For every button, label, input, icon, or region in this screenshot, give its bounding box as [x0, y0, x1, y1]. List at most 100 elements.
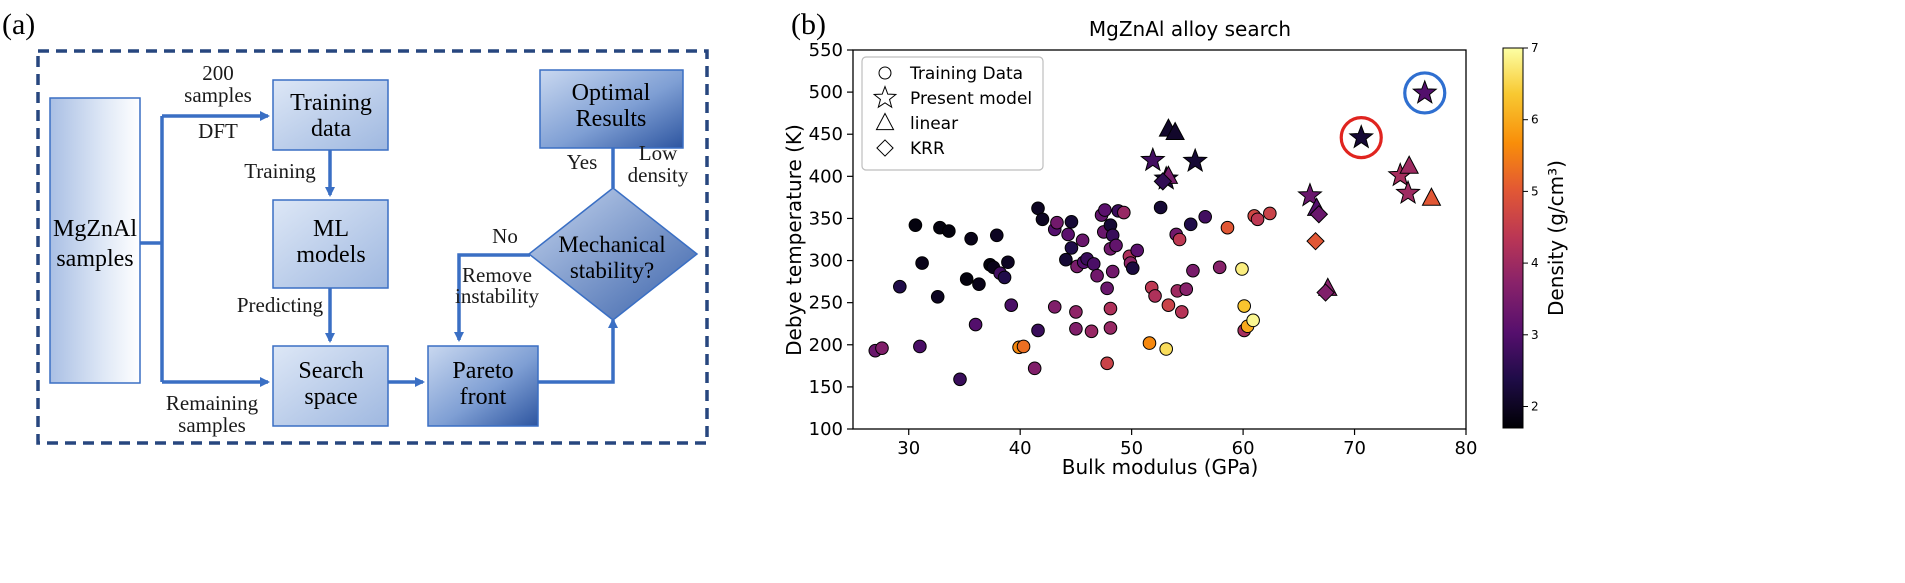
circle-point: [875, 341, 889, 355]
legend-label: linear: [910, 114, 958, 134]
circle-point: [893, 279, 907, 294]
circle-point: [1098, 203, 1112, 217]
circle-point: [1084, 324, 1099, 339]
circle-point: [1064, 241, 1079, 255]
x-axis-ticks: 30 40 50 60 70 80: [897, 429, 1477, 459]
mechanical-line1: Mechanical: [558, 232, 665, 257]
label-training: Training: [244, 159, 316, 183]
search-box-line1: Search: [298, 358, 363, 384]
y-tick-label: 200: [809, 335, 843, 356]
x-tick-label: 40: [1009, 438, 1032, 459]
x-tick-label: 70: [1343, 438, 1366, 459]
circle-point: [1100, 281, 1114, 296]
ml-models-box: ML models: [272, 199, 389, 289]
legend-label: Present model: [910, 89, 1032, 109]
colorbar-tick-label: 2: [1531, 399, 1539, 413]
circle-point: [953, 372, 967, 387]
circle-point: [1212, 260, 1227, 275]
circle-point: [1117, 205, 1131, 220]
y-tick-label: 450: [809, 124, 843, 145]
circle-point: [1130, 243, 1145, 258]
legend-triangle-icon: [875, 112, 895, 131]
pareto-front-box: Pareto front: [427, 345, 539, 427]
circle-point: [1263, 206, 1277, 221]
circle-point: [1027, 361, 1042, 376]
circle-point: [1061, 227, 1075, 242]
y-tick-label: 300: [809, 251, 843, 272]
triangle-point: [1399, 155, 1419, 174]
y-tick-label: 500: [809, 82, 843, 103]
colorbar-ticks: 2 3 4 5 6 7: [1523, 41, 1539, 413]
chart-title: MgZnAl alloy search: [1089, 17, 1291, 41]
training-box-line2: data: [311, 116, 351, 142]
circle-point: [1001, 255, 1015, 270]
triangle-point: [1165, 121, 1185, 141]
circle-point: [1035, 212, 1050, 227]
circle-point: [1161, 298, 1176, 312]
colorbar-tick-label: 6: [1531, 113, 1539, 127]
ml-box-line2: models: [296, 242, 365, 268]
samples-box-line1: MgZnAl: [53, 216, 137, 242]
legend-diamond-icon: [876, 139, 894, 157]
arrow-pareto-mechanical: [538, 318, 618, 384]
plot-frame: [852, 49, 1467, 430]
y-tick-label: 350: [809, 208, 843, 229]
diamond-point: [1306, 231, 1325, 251]
optimal-box-line1: Optimal: [572, 80, 651, 106]
colorbar-tick-label: 3: [1531, 328, 1539, 342]
circle-point: [942, 224, 956, 238]
circle-point: [1153, 200, 1168, 215]
circle-point: [1186, 263, 1200, 278]
circle-point: [989, 228, 1004, 243]
legend-frame: [861, 56, 1044, 171]
circle-point: [1103, 321, 1118, 335]
highlight-rings: [1339, 71, 1447, 160]
circle-point: [1183, 217, 1198, 232]
label-200: 200: [202, 61, 234, 85]
circle-point: [1004, 298, 1019, 312]
x-tick-label: 60: [1232, 438, 1255, 459]
label-dft: DFT: [198, 119, 238, 143]
circle-point: [959, 272, 974, 286]
circle-point: [1103, 301, 1118, 316]
circle-point: [1105, 264, 1120, 279]
circle-point: [1246, 313, 1260, 328]
colorbar-tick-label: 4: [1531, 256, 1539, 270]
star-point: [1182, 147, 1208, 173]
circle-point: [1174, 305, 1189, 319]
legend-circle-icon: [878, 66, 892, 80]
star-point: [1411, 79, 1438, 104]
panel-b-label: (b): [791, 8, 826, 41]
ml-box-line1: ML: [313, 216, 349, 242]
edge-labels: 200 samples DFT Training Predicting Rema…: [166, 61, 689, 437]
colorbar-tick-label: 7: [1531, 41, 1539, 55]
label-density: density: [628, 163, 689, 187]
panel-a-label: (a): [2, 8, 35, 41]
circle-point: [1250, 212, 1265, 227]
circle-point: [930, 289, 945, 304]
star-point: [1140, 146, 1166, 172]
colorbar-gradient: [1502, 47, 1524, 429]
circle-point: [915, 256, 929, 270]
circle-point: [1159, 342, 1173, 356]
circle-point: [1172, 232, 1187, 247]
pareto-box-line1: Pareto: [452, 358, 513, 384]
circle-point: [1069, 321, 1083, 336]
circle-point: [1069, 305, 1083, 319]
label-instability: instability: [455, 284, 540, 308]
colorbar-label: Density (g/cm³): [1544, 160, 1568, 316]
training-data-box: Training data: [272, 79, 389, 151]
mechanical-line2: stability?: [570, 258, 654, 283]
label-no: No: [492, 224, 518, 248]
search-space-box: Search space: [272, 345, 389, 427]
y-axis-ticks: 100 150 200 250 300 350 400 450 500 550: [809, 40, 853, 440]
training-box-line1: Training: [290, 90, 372, 116]
